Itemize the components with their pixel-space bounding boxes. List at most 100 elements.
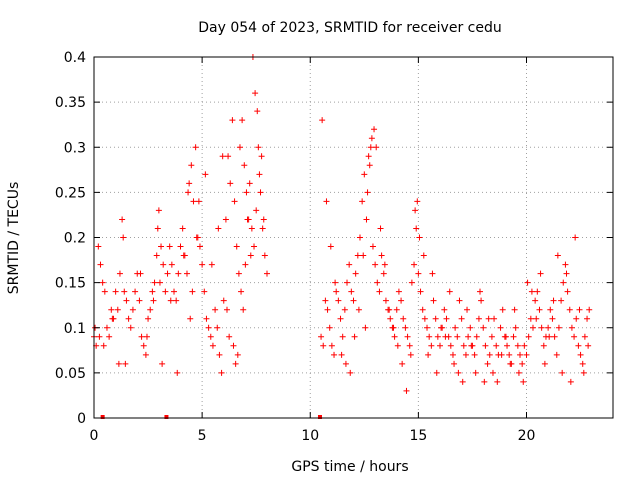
data-point (514, 342, 521, 349)
data-point (473, 333, 480, 340)
data-point (216, 351, 223, 358)
data-point (443, 315, 450, 322)
data-point (382, 297, 389, 304)
data-point (173, 297, 180, 304)
data-point (248, 225, 255, 232)
data-point (494, 378, 501, 385)
data-point (360, 252, 367, 259)
data-point (255, 144, 262, 151)
data-point (559, 369, 566, 376)
data-point (563, 270, 570, 277)
data-point (119, 216, 126, 223)
data-point (512, 324, 519, 331)
data-point (584, 315, 591, 322)
data-point (332, 279, 339, 286)
data-point (568, 324, 575, 331)
data-point (426, 333, 433, 340)
y-tick-label: 0.25 (55, 185, 86, 201)
data-point (377, 225, 384, 232)
data-point (168, 261, 175, 268)
data-point (502, 333, 509, 340)
data-point (121, 288, 128, 295)
data-point (460, 342, 467, 349)
data-point (404, 333, 411, 340)
data-point (434, 333, 441, 340)
data-point (428, 342, 435, 349)
data-point (555, 324, 562, 331)
data-point (471, 351, 478, 358)
data-point (264, 270, 270, 277)
data-point (406, 342, 413, 349)
data-point (480, 324, 487, 331)
data-point (380, 270, 387, 277)
data-point (158, 243, 165, 250)
data-point (175, 270, 182, 277)
data-point (489, 369, 496, 376)
data-point (541, 360, 548, 367)
data-point (452, 324, 459, 331)
data-point (364, 189, 371, 196)
data-point (155, 207, 162, 214)
data-point (534, 288, 541, 295)
data-point (558, 297, 565, 304)
data-point (344, 279, 351, 286)
zero-marker (164, 415, 169, 419)
y-tick-label: 0.4 (64, 50, 86, 66)
data-point (376, 288, 383, 295)
data-point (149, 288, 156, 295)
data-point (550, 297, 557, 304)
data-point (223, 306, 230, 313)
data-point (519, 360, 526, 367)
data-point (586, 306, 593, 313)
data-point (153, 252, 160, 259)
data-point (219, 153, 226, 160)
data-point (205, 324, 212, 331)
data-point (537, 270, 544, 277)
data-point (567, 378, 574, 385)
data-point (485, 315, 492, 322)
data-point (260, 216, 267, 223)
data-point (232, 360, 239, 367)
data-point (462, 351, 469, 358)
data-point (202, 171, 209, 178)
data-point (532, 297, 539, 304)
data-point (154, 225, 161, 232)
data-point (412, 207, 419, 214)
data-point (441, 306, 448, 313)
data-point (356, 234, 363, 241)
data-point (109, 315, 116, 322)
data-point (214, 324, 221, 331)
data-point (547, 306, 554, 313)
data-point (116, 270, 123, 277)
data-point (225, 153, 232, 160)
data-point (449, 351, 456, 358)
data-point (167, 297, 174, 304)
data-point (326, 324, 333, 331)
data-point (143, 333, 150, 340)
zero-marker (317, 415, 322, 419)
data-point (241, 162, 248, 169)
data-point (538, 324, 545, 331)
data-point (115, 360, 122, 367)
data-point (403, 387, 410, 394)
data-point (529, 324, 536, 331)
data-point (320, 342, 327, 349)
data-point (447, 342, 454, 349)
data-point (497, 324, 504, 331)
data-point (585, 342, 592, 349)
data-point (142, 351, 149, 358)
data-point (319, 117, 326, 124)
data-point (251, 243, 258, 250)
data-point (366, 162, 373, 169)
data-point (528, 288, 535, 295)
axes: 0 5 10 15 20 0 0.05 0.1 0.15 0.2 0.25 0.3 0.35 0.4 (55, 50, 613, 444)
data-point (196, 243, 203, 250)
data-point (112, 288, 119, 295)
data-point (533, 315, 540, 322)
data-point (215, 225, 222, 232)
data-point (481, 378, 488, 385)
data-point (369, 243, 376, 250)
data-point (120, 234, 127, 241)
data-point (498, 351, 505, 358)
y-tick-label: 0.35 (55, 95, 86, 111)
